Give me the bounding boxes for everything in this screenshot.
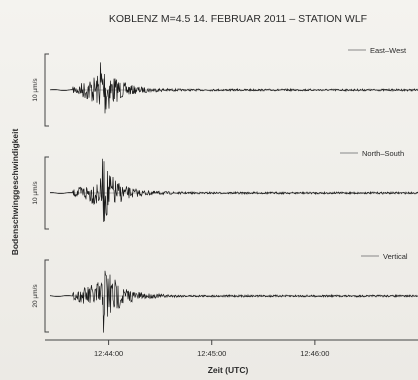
x-tick-label: 12:45:00 [197,349,226,358]
scale-bar [44,156,49,230]
x-tick-label: 12:46:00 [300,349,329,358]
series-label: Vertical [383,252,408,261]
y-axis-label: Bodenschwinggeschwindigkeit [10,129,20,256]
x-axis-label: Zeit (UTC) [208,365,249,375]
series-label: East–West [370,46,407,55]
seismic-trace [49,62,418,114]
x-axis-ticks: 12:44:00 12:45:00 12:46:00 [94,340,329,358]
scale-label: 20 µm/s [32,284,39,308]
x-tick-label: 12:44:00 [94,349,123,358]
seismic-trace [49,270,418,333]
scale-bar [44,53,49,127]
scale-label: 10 µm/s [32,78,39,102]
seismic-trace [50,158,418,222]
scale-label: 10 µm/s [32,181,39,205]
scale-bar [44,259,49,333]
series-label: North–South [362,149,404,158]
chart-title: KOBLENZ M=4.5 14. FEBRUAR 2011 – STATION… [109,13,367,25]
traces: 10 µm/s East–West 10 µm/s North–South 20 µm/… [32,46,418,333]
